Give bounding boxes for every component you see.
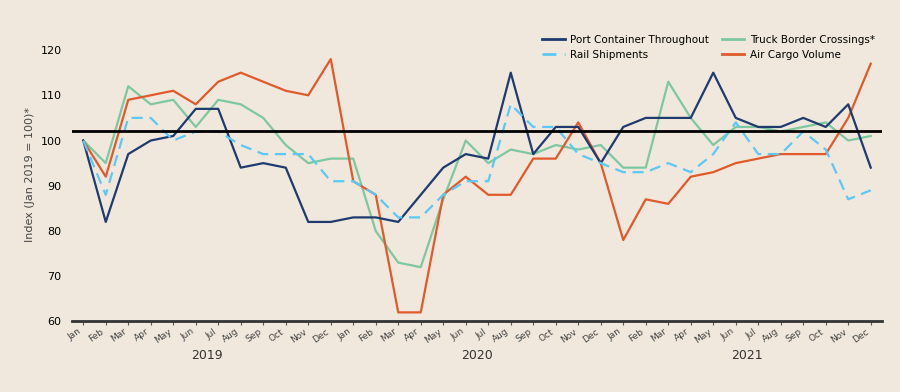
Text: 2021: 2021	[731, 348, 763, 361]
Y-axis label: Index (Jan 2019 = 100)*: Index (Jan 2019 = 100)*	[25, 107, 35, 242]
Text: 2020: 2020	[461, 348, 493, 361]
Legend: Port Container Throughout, Rail Shipments, Truck Border Crossings*, Air Cargo Vo: Port Container Throughout, Rail Shipment…	[538, 31, 879, 64]
Text: 2019: 2019	[191, 348, 223, 361]
